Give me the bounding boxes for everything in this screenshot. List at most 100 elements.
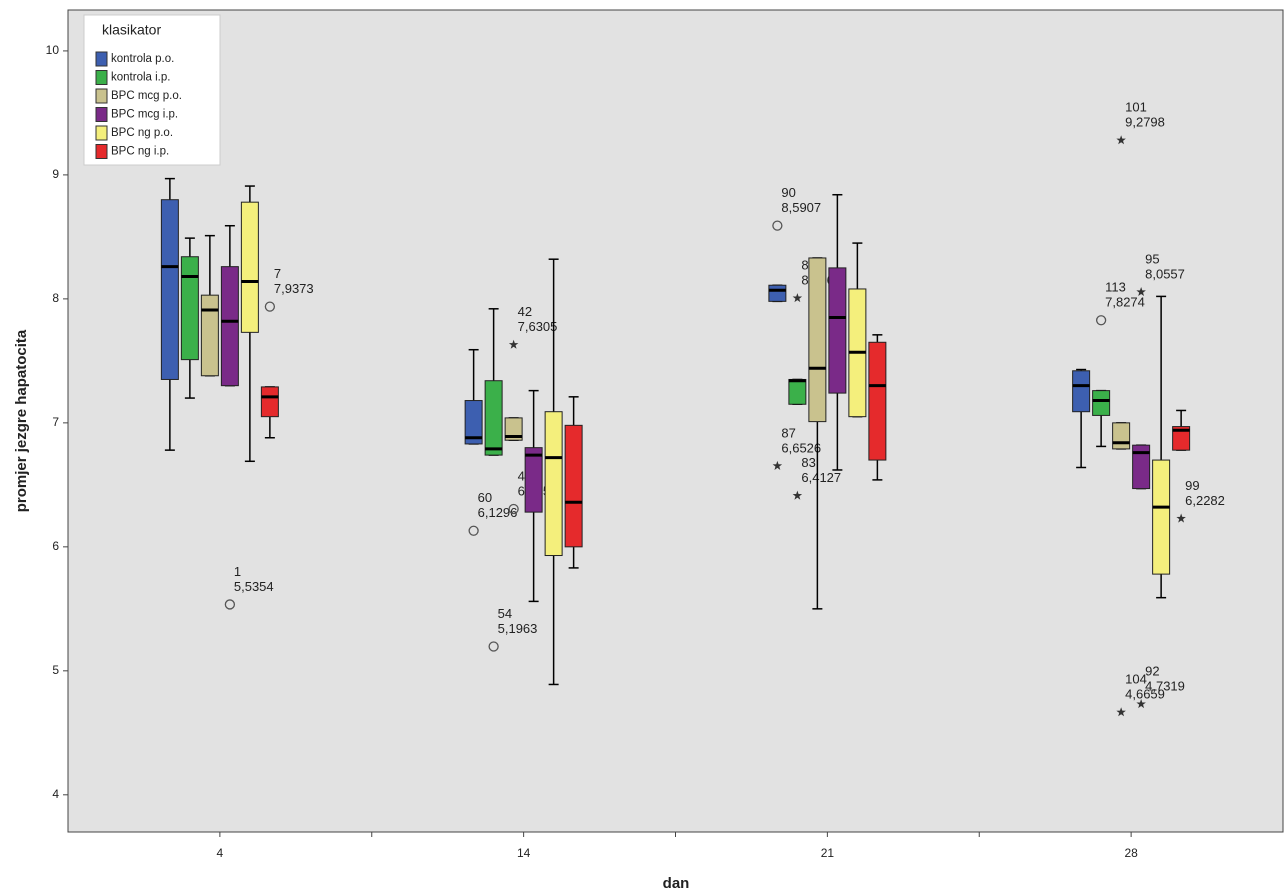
box-group (544, 258, 563, 686)
box-group: 996,2282 (1172, 409, 1225, 523)
y-tick-label: 9 (52, 167, 59, 181)
outlier-star (772, 460, 783, 470)
legend-item: BPC mcg i.p. (111, 109, 178, 121)
outlier-value: 5,1963 (498, 621, 538, 636)
outlier-id: 99 (1185, 478, 1199, 493)
legend-item: BPC mcg p.o. (111, 90, 182, 102)
legend-title: klasikator (102, 22, 161, 38)
y-tick-label: 10 (46, 43, 60, 57)
box-group: 958,0557 924,7319 (1132, 251, 1185, 709)
y-tick-label: 8 (52, 291, 59, 305)
box-group (868, 334, 887, 481)
box-group: 545,1963 (484, 308, 538, 652)
outlier-value: 6,1296 (478, 505, 518, 520)
legend-swatch (95, 125, 108, 141)
outlier-id: 42 (518, 304, 532, 319)
box (160, 199, 179, 380)
y-tick-label: 5 (52, 663, 59, 677)
box (1172, 426, 1191, 451)
outlier-value: 5,5354 (234, 579, 274, 594)
outlier-value: 4,6659 (1125, 687, 1165, 702)
outlier-value: 4,7319 (1145, 679, 1185, 694)
outlier-circle (1095, 315, 1107, 326)
outlier-id: 113 (1105, 280, 1126, 295)
box (1152, 459, 1171, 575)
box (240, 201, 259, 333)
outlier-star (1176, 513, 1186, 523)
box (504, 417, 523, 441)
legend-swatch (95, 107, 108, 122)
box (828, 267, 847, 394)
outlier-circle (224, 599, 236, 610)
box (464, 400, 483, 445)
x-tick-label: 21 (821, 846, 835, 860)
outlier-circle (264, 301, 276, 312)
box (868, 341, 887, 461)
outlier-id: 92 (1145, 664, 1159, 679)
outlier-star (1116, 135, 1126, 145)
legend-item: kontrola i.p. (111, 72, 170, 84)
box (564, 424, 583, 548)
box (1132, 444, 1151, 490)
box-group (180, 237, 199, 399)
outlier-id: 60 (478, 490, 492, 505)
box (1112, 422, 1131, 450)
y-tick-label: 6 (52, 539, 59, 553)
box-group (160, 177, 179, 451)
box-group (848, 242, 867, 418)
box-group: 77,9373 (260, 266, 314, 439)
box (788, 378, 807, 405)
outlier-circle (772, 220, 783, 231)
outlier-value: 6,2282 (1185, 493, 1225, 508)
box-group (1152, 295, 1171, 599)
box (220, 266, 239, 387)
outlier-id: 101 (1125, 100, 1147, 115)
legend-item: BPC ng i.p. (111, 146, 169, 158)
box-group (564, 396, 583, 569)
legend-swatch (95, 70, 108, 85)
outlier-star (792, 490, 803, 500)
x-tick-label: 28 (1124, 846, 1138, 860)
outlier-value: 8,5907 (781, 200, 821, 215)
outlier-value: 6,6526 (781, 440, 821, 455)
x-axis-title: dan (663, 875, 690, 892)
box (544, 411, 563, 557)
box (1092, 390, 1111, 416)
outlier-star (1136, 699, 1146, 709)
x-tick-label: 14 (517, 846, 531, 860)
y-tick-label: 7 (52, 415, 59, 429)
outlier-id: 104 (1125, 672, 1147, 687)
outlier-id: 7 (274, 266, 281, 281)
y-tick-label: 4 (52, 787, 59, 801)
outlier-id: 87 (781, 425, 795, 440)
outlier-circle (488, 641, 499, 652)
box-group (828, 193, 847, 471)
box (524, 447, 543, 513)
outlier-id: 90 (781, 185, 795, 200)
outlier-id: 95 (1145, 251, 1159, 266)
legend-swatch (95, 144, 108, 159)
legend: klasikator kontrola p.o. kontrola i.p. BPC… (83, 14, 221, 166)
outlier-star (508, 339, 519, 349)
outlier-value: 7,6305 (518, 319, 558, 334)
box-group (808, 257, 827, 610)
legend-item: kontrola p.o. (111, 53, 174, 65)
outlier-value: 7,8274 (1105, 295, 1145, 310)
outlier-id: 54 (498, 606, 512, 621)
outlier-value: 6,4127 (801, 470, 841, 485)
legend-item: BPC ng p.o. (111, 127, 173, 139)
outlier-value: 7,9373 (274, 281, 314, 296)
box (1072, 370, 1091, 413)
outlier-id: 83 (801, 455, 815, 470)
outlier-circle (508, 503, 519, 515)
x-tick-label: 4 (217, 846, 224, 860)
outlier-id: 1 (234, 564, 241, 579)
box (200, 294, 219, 377)
box-group: 908,5907 876,6526 (768, 185, 821, 470)
box-group: 15,5354 (220, 224, 274, 610)
outlier-star (1136, 286, 1146, 297)
y-axis-title: promjer jezgre hapatocita (13, 329, 30, 512)
box (484, 380, 503, 456)
